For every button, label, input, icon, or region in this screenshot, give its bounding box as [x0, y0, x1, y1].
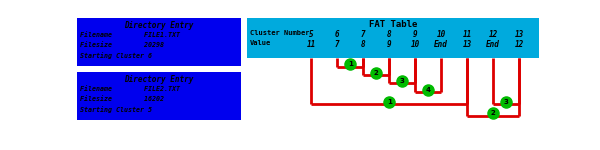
Bar — [247, 18, 539, 58]
Text: Filename        FILE2.TXT: Filename FILE2.TXT — [80, 86, 179, 92]
Text: 3: 3 — [400, 78, 404, 84]
Text: 4: 4 — [426, 87, 431, 93]
Bar — [77, 18, 241, 66]
Text: Filesize        20298: Filesize 20298 — [80, 42, 164, 48]
Text: Cluster Number: Cluster Number — [250, 30, 310, 36]
Text: 10: 10 — [437, 30, 446, 39]
Text: Directory Entry: Directory Entry — [124, 75, 193, 84]
Text: 7: 7 — [335, 40, 340, 49]
Text: 1: 1 — [387, 99, 392, 105]
Text: End: End — [486, 40, 500, 49]
Text: 1: 1 — [348, 61, 353, 67]
Text: 11: 11 — [463, 30, 472, 39]
Text: Filesize        16202: Filesize 16202 — [80, 96, 164, 102]
Text: Value: Value — [250, 40, 271, 46]
Text: Directory Entry: Directory Entry — [124, 21, 193, 30]
Text: Starting Cluster 5: Starting Cluster 5 — [80, 106, 152, 113]
Text: 13: 13 — [514, 30, 524, 39]
Text: 7: 7 — [361, 30, 365, 39]
Text: 8: 8 — [361, 40, 365, 49]
Text: 9: 9 — [387, 40, 392, 49]
Text: End: End — [434, 40, 448, 49]
Text: 6: 6 — [335, 30, 340, 39]
Text: 10: 10 — [410, 40, 420, 49]
Text: 5: 5 — [309, 30, 314, 39]
Text: 12: 12 — [514, 40, 524, 49]
Text: 3: 3 — [503, 99, 509, 105]
Text: Starting Cluster 6: Starting Cluster 6 — [80, 52, 152, 59]
Text: 9: 9 — [413, 30, 418, 39]
Text: 11: 11 — [307, 40, 316, 49]
Text: 8: 8 — [387, 30, 392, 39]
Text: 2: 2 — [374, 70, 379, 76]
Text: 12: 12 — [488, 30, 498, 39]
Text: 2: 2 — [491, 111, 496, 117]
Bar — [77, 72, 241, 120]
Text: 13: 13 — [463, 40, 472, 49]
Text: FAT Table: FAT Table — [369, 20, 418, 29]
Text: Filename        FILE1.TXT: Filename FILE1.TXT — [80, 32, 179, 38]
